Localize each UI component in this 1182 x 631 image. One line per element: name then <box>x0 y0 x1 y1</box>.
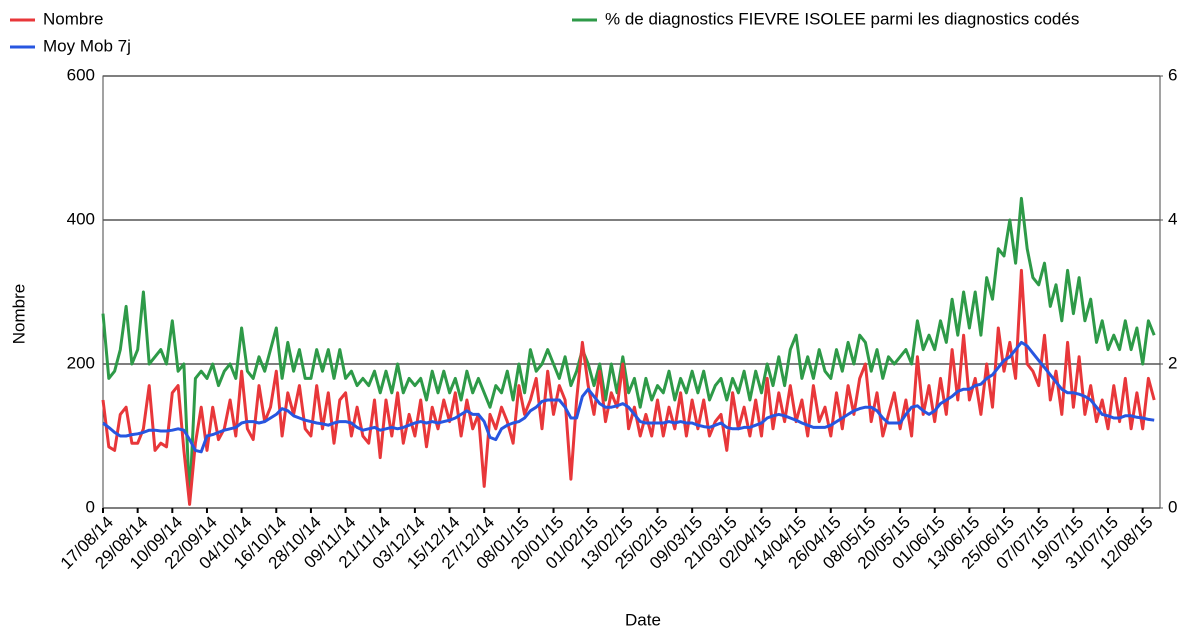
y2-tick-label: 4 <box>1168 209 1177 228</box>
y2-tick-label: 2 <box>1168 353 1177 372</box>
y-tick-label: 200 <box>67 353 95 372</box>
y2-tick-label: 6 <box>1168 65 1177 84</box>
legend-label: % de diagnostics FIEVRE ISOLEE parmi les… <box>605 9 1079 28</box>
series-line <box>101 196 1156 503</box>
plot-frame <box>102 75 1161 509</box>
x-axis-label: Date <box>625 610 661 629</box>
legend-label: Nombre <box>43 9 103 28</box>
y-tick-label: 600 <box>67 65 95 84</box>
series-line <box>102 340 1155 454</box>
series-line <box>101 268 1156 506</box>
y-tick-label: 400 <box>67 209 95 228</box>
legend-label: Moy Mob 7j <box>43 36 131 55</box>
y2-tick-label: 0 <box>1168 497 1177 516</box>
y-tick-label: 0 <box>86 497 95 516</box>
y-axis-label: Nombre <box>9 284 28 344</box>
